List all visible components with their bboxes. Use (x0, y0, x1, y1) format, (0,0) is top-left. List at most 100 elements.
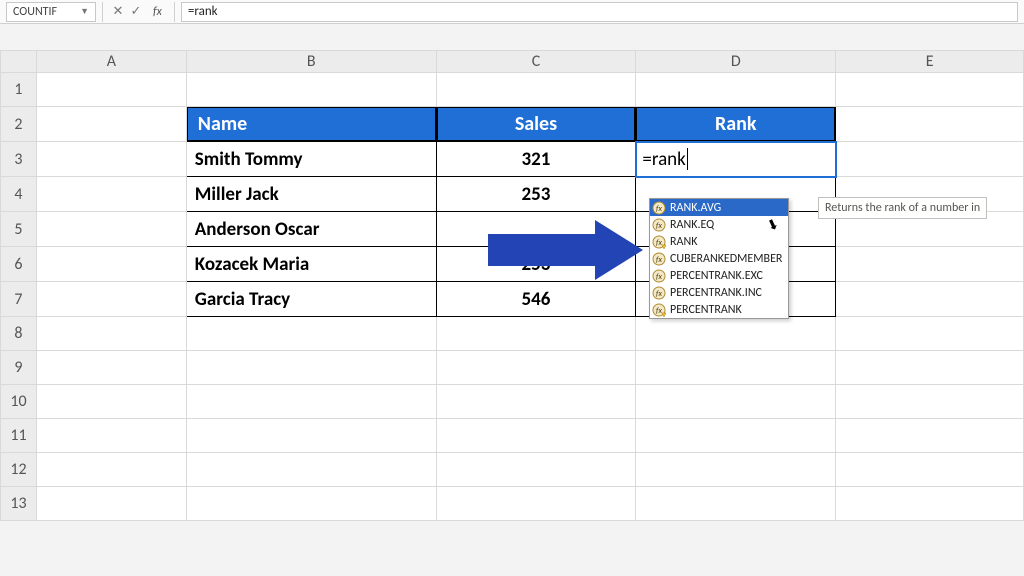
cell-E6[interactable] (836, 247, 1024, 282)
formula-input[interactable]: =rank (181, 2, 1018, 22)
cell-A8[interactable] (36, 317, 186, 351)
cell-C2[interactable]: Sales (436, 107, 636, 142)
cell-B6[interactable]: Kozacek Maria (186, 247, 436, 282)
cell-E13[interactable] (836, 487, 1024, 521)
cell-B7[interactable]: Garcia Tracy (186, 282, 436, 317)
cell-A5[interactable] (36, 212, 186, 247)
cell-E3[interactable] (836, 142, 1024, 177)
name-cell: Garcia Tracy (187, 282, 436, 316)
row-header-6[interactable]: 6 (1, 247, 37, 282)
cell-A4[interactable] (36, 177, 186, 212)
row-header-4[interactable]: 4 (1, 177, 37, 212)
cell-D3[interactable]: =rank (636, 142, 836, 177)
name-box[interactable]: COUNTIF ▼ (6, 2, 96, 22)
row-header-11[interactable]: 11 (1, 419, 37, 453)
cell-C13[interactable] (436, 487, 636, 521)
cell-D13[interactable] (636, 487, 836, 521)
function-icon: fx (652, 269, 666, 283)
row-header-13[interactable]: 13 (1, 487, 37, 521)
cell-A3[interactable] (36, 142, 186, 177)
column-header-C[interactable]: C (436, 51, 636, 73)
cell-D10[interactable] (636, 385, 836, 419)
function-deprecated-icon: fx (652, 303, 666, 317)
cell-C1[interactable] (436, 73, 636, 107)
cell-E10[interactable] (836, 385, 1024, 419)
cell-A9[interactable] (36, 351, 186, 385)
cell-B11[interactable] (186, 419, 436, 453)
autocomplete-item[interactable]: fxPERCENTRANK.EXC (650, 267, 788, 284)
cell-C3[interactable]: 321 (436, 142, 636, 177)
row-header-12[interactable]: 12 (1, 453, 37, 487)
cell-A1[interactable] (36, 73, 186, 107)
cell-D2[interactable]: Rank (636, 107, 836, 142)
cell-A6[interactable] (36, 247, 186, 282)
autocomplete-item[interactable]: fxCUBERANKEDMEMBER (650, 250, 788, 267)
cell-B3[interactable]: Smith Tommy (186, 142, 436, 177)
column-header-A[interactable]: A (36, 51, 186, 73)
autocomplete-item[interactable]: fxPERCENTRANK.INC (650, 284, 788, 301)
cell-B5[interactable]: Anderson Oscar (186, 212, 436, 247)
name-box-dropdown-icon[interactable]: ▼ (80, 6, 89, 17)
column-header-E[interactable]: E (836, 51, 1024, 73)
cell-B8[interactable] (186, 317, 436, 351)
cell-C11[interactable] (436, 419, 636, 453)
row-header-1[interactable]: 1 (1, 73, 37, 107)
cell-C7[interactable]: 546 (436, 282, 636, 317)
cell-E7[interactable] (836, 282, 1024, 317)
cell-E9[interactable] (836, 351, 1024, 385)
cell-E8[interactable] (836, 317, 1024, 351)
autocomplete-item[interactable]: fxRANK (650, 233, 788, 250)
autocomplete-item[interactable]: fxRANK.AVG (650, 199, 788, 216)
fx-icon[interactable]: fx (153, 5, 162, 19)
row-header-5[interactable]: 5 (1, 212, 37, 247)
cell-D12[interactable] (636, 453, 836, 487)
row-header-3[interactable]: 3 (1, 142, 37, 177)
cell-E2[interactable] (836, 107, 1024, 142)
cell-C12[interactable] (436, 453, 636, 487)
cell-A10[interactable] (36, 385, 186, 419)
cell-C10[interactable] (436, 385, 636, 419)
row-header-2[interactable]: 2 (1, 107, 37, 142)
cell-D8[interactable] (636, 317, 836, 351)
column-header-B[interactable]: B (186, 51, 436, 73)
row-header-9[interactable]: 9 (1, 351, 37, 385)
cell-D9[interactable] (636, 351, 836, 385)
cell-E11[interactable] (836, 419, 1024, 453)
cell-C8[interactable] (436, 317, 636, 351)
cell-A13[interactable] (36, 487, 186, 521)
separator (174, 2, 175, 22)
sales-cell: 321 (437, 142, 636, 176)
cell-E12[interactable] (836, 453, 1024, 487)
row-header-10[interactable]: 10 (1, 385, 37, 419)
callout-arrow-icon (488, 220, 643, 280)
function-icon: fx (652, 218, 666, 232)
cell-A7[interactable] (36, 282, 186, 317)
svg-text:fx: fx (656, 238, 662, 248)
cell-A2[interactable] (36, 107, 186, 142)
cell-A11[interactable] (36, 419, 186, 453)
cell-B1[interactable] (186, 73, 436, 107)
cell-B13[interactable] (186, 487, 436, 521)
row-header-7[interactable]: 7 (1, 282, 37, 317)
cell-B9[interactable] (186, 351, 436, 385)
cell-A12[interactable] (36, 453, 186, 487)
autocomplete-item[interactable]: fxPERCENTRANK (650, 301, 788, 318)
grid[interactable]: ABCDE 12 NameSalesRank 3 Smith Tommy321 =rank… (0, 50, 1024, 521)
cell-D11[interactable] (636, 419, 836, 453)
cell-E1[interactable] (836, 73, 1024, 107)
cell-B4[interactable]: Miller Jack (186, 177, 436, 212)
cell-C9[interactable] (436, 351, 636, 385)
cell-B2[interactable]: Name (186, 107, 436, 142)
accept-formula-button[interactable]: ✓ (127, 4, 145, 19)
select-all-corner[interactable] (1, 51, 37, 73)
cell-editor[interactable]: =rank (636, 142, 835, 176)
cell-editor-text: =rank (642, 148, 685, 171)
row-header-8[interactable]: 8 (1, 317, 37, 351)
column-header-D[interactable]: D (636, 51, 836, 73)
cancel-formula-button[interactable]: ✕ (109, 4, 127, 19)
cell-D1[interactable] (636, 73, 836, 107)
sales-cell: 546 (437, 282, 636, 316)
cell-B12[interactable] (186, 453, 436, 487)
cell-C4[interactable]: 253 (436, 177, 636, 212)
cell-B10[interactable] (186, 385, 436, 419)
